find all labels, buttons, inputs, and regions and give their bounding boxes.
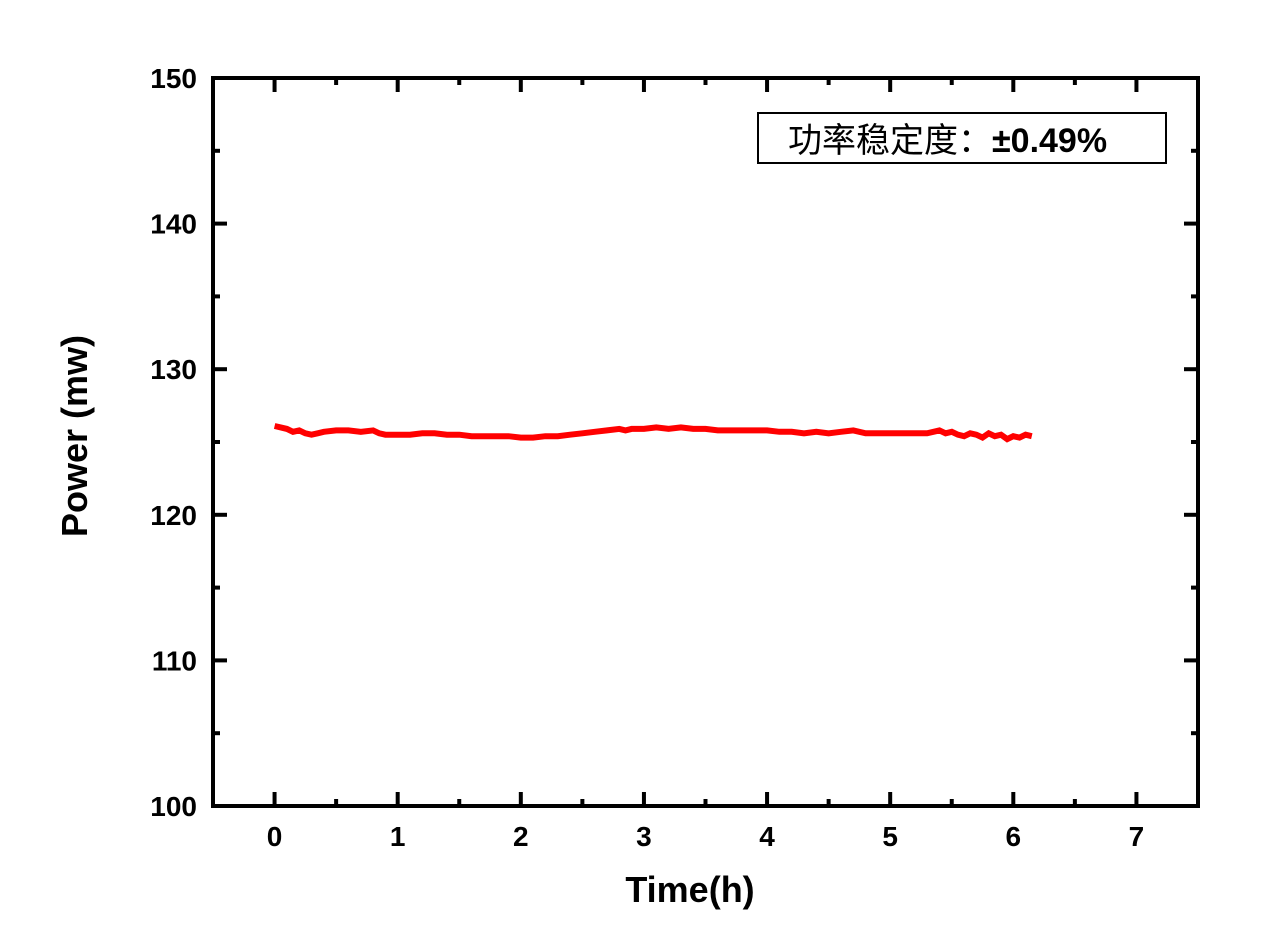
x-tick-label: 5 <box>882 821 898 852</box>
x-tick-label: 6 <box>1006 821 1022 852</box>
y-tick-label: 140 <box>150 209 197 240</box>
y-tick-label: 120 <box>150 500 197 531</box>
x-tick-label: 7 <box>1129 821 1145 852</box>
x-tick-label: 0 <box>267 821 283 852</box>
axis-tick-labels: 0 1 2 3 4 5 6 7 100 110 120 130 140 150 <box>150 63 1144 852</box>
plot-frame <box>211 76 1200 808</box>
stability-annotation: 功率稳定度：±0.49% <box>757 112 1167 164</box>
x-tick-label: 1 <box>390 821 406 852</box>
y-tick-label: 150 <box>150 63 197 94</box>
x-tick-label: 4 <box>759 821 775 852</box>
annotation-text: 功率稳定度：±0.49% <box>788 121 1107 161</box>
y-tick-label: 100 <box>150 791 197 822</box>
axis-ticks <box>211 76 1200 808</box>
series-layer <box>273 423 1033 443</box>
x-tick-label: 3 <box>636 821 652 852</box>
x-axis-title: Time(h) <box>625 869 754 910</box>
annotation-box <box>757 112 1167 164</box>
x-tick-label: 2 <box>513 821 529 852</box>
power-series-line <box>273 423 1033 443</box>
y-axis-title: Power (mw) <box>54 335 95 537</box>
annotation-value: ±0.49% <box>992 122 1107 160</box>
y-tick-label: 130 <box>150 354 197 385</box>
annotation-label: 功率稳定度： <box>788 121 992 161</box>
y-tick-label: 110 <box>152 645 197 676</box>
